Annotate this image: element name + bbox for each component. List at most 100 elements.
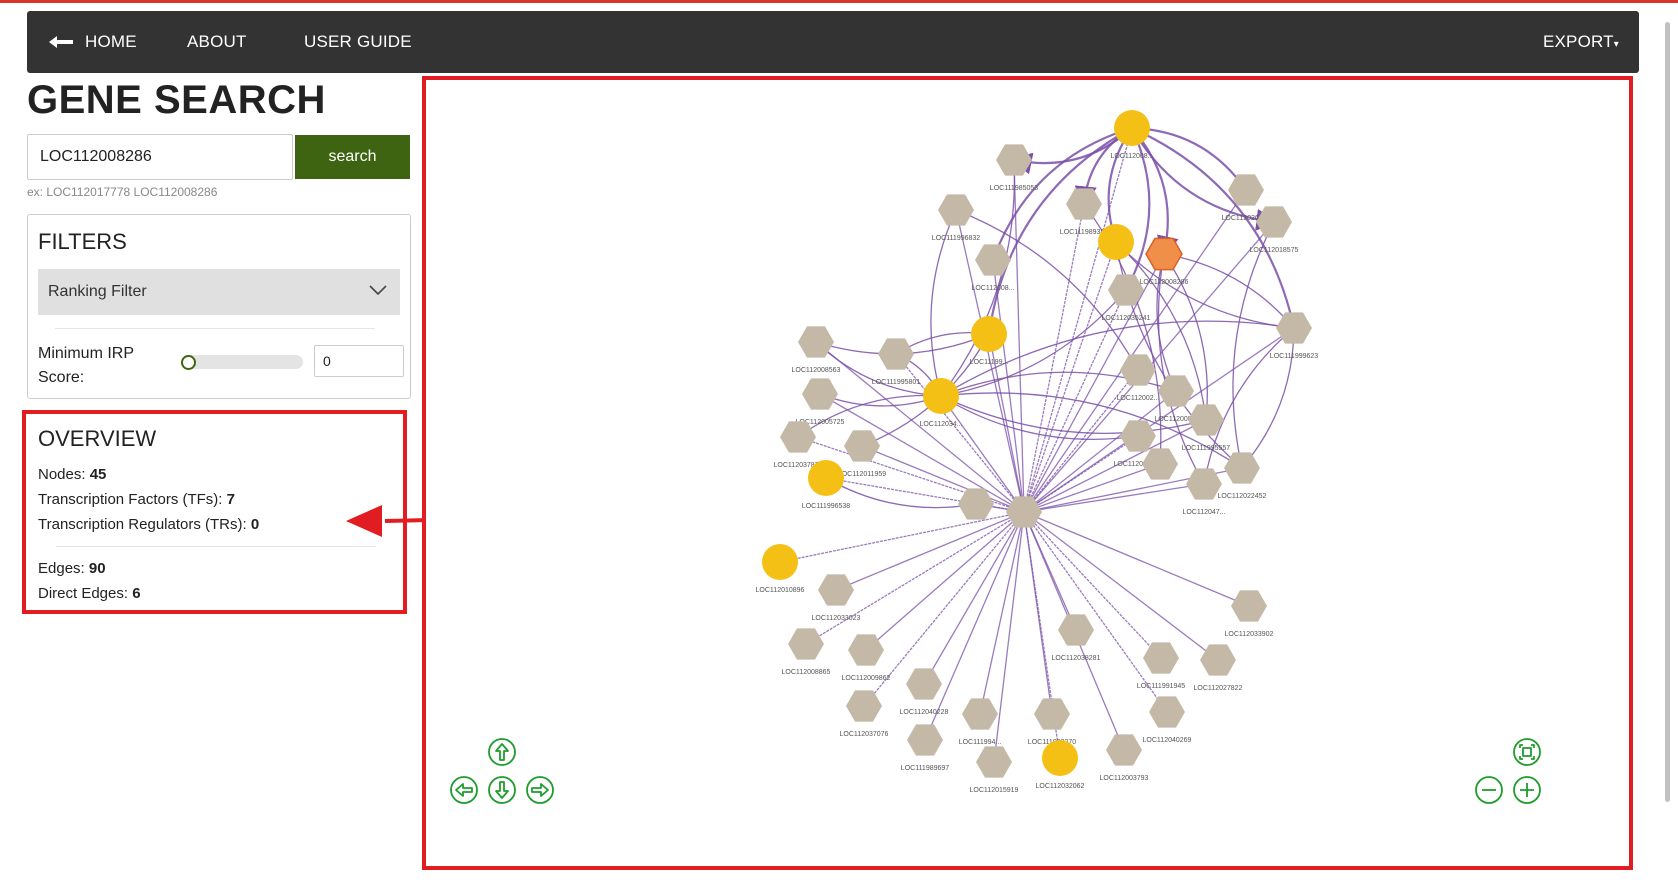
node-label: LOC112011959 xyxy=(838,471,886,478)
gene-node[interactable] xyxy=(1228,174,1264,206)
gene-node[interactable] xyxy=(906,668,942,700)
graph-edge xyxy=(1157,253,1205,485)
irp-score-slider[interactable] xyxy=(181,355,303,370)
gene-node[interactable] xyxy=(1034,698,1070,730)
tf-node[interactable] xyxy=(923,378,959,414)
fit-view-icon[interactable] xyxy=(1513,738,1541,766)
graph-edge xyxy=(835,511,1025,591)
graph-edge xyxy=(1163,253,1208,421)
gene-node[interactable] xyxy=(1120,354,1156,386)
gene-node[interactable] xyxy=(798,326,834,358)
overview-divider xyxy=(56,546,376,547)
search-button[interactable]: search xyxy=(295,135,410,179)
graph-edge xyxy=(987,127,1133,335)
fit-view-icon-glyph xyxy=(1519,744,1535,760)
gene-node[interactable] xyxy=(1256,206,1292,238)
page-scrollbar[interactable] xyxy=(1662,10,1674,870)
gene-node[interactable] xyxy=(1149,696,1185,728)
trs-label: Transcription Regulators (TRs): xyxy=(38,516,247,533)
graph-edge xyxy=(797,436,1025,513)
slider-handle[interactable] xyxy=(181,355,196,370)
gene-node[interactable] xyxy=(976,746,1012,778)
gene-node[interactable] xyxy=(844,430,880,462)
pan-right-icon[interactable] xyxy=(526,776,554,804)
gene-node[interactable] xyxy=(1188,404,1224,436)
gene-node[interactable] xyxy=(1006,496,1042,528)
gene-node[interactable] xyxy=(1200,644,1236,676)
gene-node[interactable] xyxy=(1186,468,1222,500)
search-example-text: ex: LOC112017778 LOC112008286 xyxy=(27,185,218,199)
graph-edge xyxy=(1125,127,1151,291)
pan-right-icon-glyph xyxy=(531,783,549,797)
tf-node[interactable] xyxy=(1114,110,1150,146)
gene-node[interactable] xyxy=(938,194,974,226)
node-label: LOC112040228 xyxy=(900,709,949,716)
tf-node[interactable] xyxy=(1098,224,1134,260)
graph-edge xyxy=(1023,203,1085,513)
pan-left-icon[interactable] xyxy=(450,776,478,804)
gene-node[interactable] xyxy=(1058,614,1094,646)
node-label: LOC112008... xyxy=(1110,153,1153,160)
gene-node[interactable] xyxy=(878,338,914,370)
graph-edge xyxy=(930,209,957,397)
tfs-label: Transcription Factors (TFs): xyxy=(38,491,223,508)
gene-node[interactable] xyxy=(1276,312,1312,344)
gene-node[interactable] xyxy=(1106,734,1142,766)
node-label: LOC112034... xyxy=(919,421,962,428)
pan-down-icon[interactable] xyxy=(488,776,516,804)
gene-node[interactable] xyxy=(802,378,838,410)
gene-node[interactable] xyxy=(780,421,816,453)
node-label: LOC112008286 xyxy=(1140,279,1189,286)
graph-edge xyxy=(1023,511,1162,659)
gene-node[interactable] xyxy=(846,690,882,722)
nav-about-link[interactable]: ABOUT xyxy=(187,32,247,51)
node-label: LOC112035241 xyxy=(1102,315,1151,322)
graph-edge xyxy=(1023,253,1165,513)
pan-left-icon-glyph xyxy=(455,783,473,797)
gene-node[interactable] xyxy=(1066,188,1102,220)
gene-node[interactable] xyxy=(1158,375,1194,407)
tf-node[interactable] xyxy=(762,544,798,580)
scrollbar-thumb[interactable] xyxy=(1665,22,1670,802)
network-graph-canvas[interactable]: LOC112008... LOC111985053 LOC111996832 LOC1… xyxy=(426,80,1629,866)
gene-node[interactable] xyxy=(818,574,854,606)
gene-node[interactable] xyxy=(1108,274,1144,306)
graph-edge xyxy=(923,511,1025,685)
gene-node[interactable] xyxy=(962,698,998,730)
graph-edge xyxy=(993,511,1025,763)
tf-node[interactable] xyxy=(1042,740,1078,776)
gene-node[interactable] xyxy=(907,724,943,756)
node-label: LOC112005725 xyxy=(796,419,845,426)
gene-node[interactable] xyxy=(1231,590,1267,622)
gene-node[interactable] xyxy=(1143,642,1179,674)
tf-node[interactable] xyxy=(808,460,844,496)
node-label: LOC112002... xyxy=(1116,395,1159,402)
gene-node[interactable] xyxy=(975,244,1011,276)
gene-search-input[interactable] xyxy=(27,134,293,180)
ranking-filter-label: Ranking Filter xyxy=(48,283,147,300)
gene-node[interactable] xyxy=(1224,452,1260,484)
gene-node[interactable] xyxy=(996,144,1032,176)
graph-edge xyxy=(1131,126,1296,329)
graph-edge xyxy=(1023,127,1133,513)
ranking-filter-select[interactable]: Ranking Filter xyxy=(38,269,400,315)
network-graph-panel[interactable]: LOC112008... LOC111985053 LOC111996832 LOC1… xyxy=(422,76,1633,870)
nav-home-link[interactable]: HOME xyxy=(49,32,137,52)
graph-edge xyxy=(805,511,1025,645)
gene-node[interactable] xyxy=(1120,420,1156,452)
graph-edge xyxy=(895,353,1025,513)
tf-node[interactable] xyxy=(971,316,1007,352)
nav-user-guide-link[interactable]: USER GUIDE xyxy=(304,32,412,51)
graph-edge xyxy=(955,209,1025,513)
irp-score-input[interactable] xyxy=(314,345,404,377)
gene-node[interactable] xyxy=(958,488,994,520)
gene-node[interactable] xyxy=(1142,448,1178,480)
node-label: LOC111989384 xyxy=(1060,229,1108,236)
gene-node[interactable] xyxy=(848,634,884,666)
node-label: LOC112010896 xyxy=(756,587,805,594)
export-dropdown[interactable]: EXPORT▾ xyxy=(1543,32,1619,52)
gene-node[interactable] xyxy=(788,628,824,660)
caret-down-icon: ▾ xyxy=(1613,39,1619,50)
pan-up-icon[interactable] xyxy=(488,738,516,766)
query-gene-node[interactable] xyxy=(1145,237,1183,271)
